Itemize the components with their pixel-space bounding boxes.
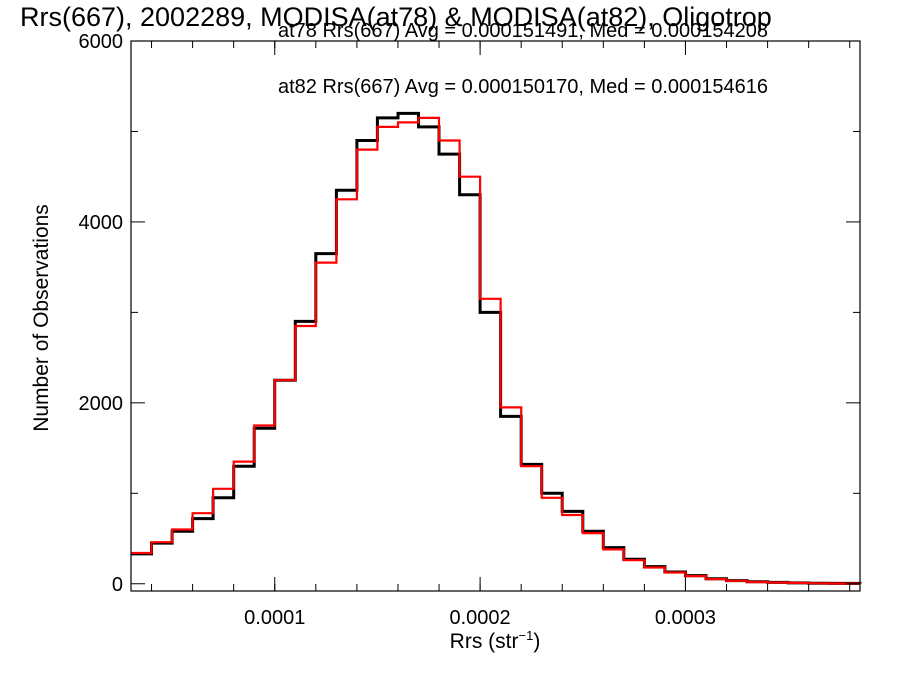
x-tick-label: 0.0001 — [244, 607, 305, 629]
plot-area — [131, 111, 862, 585]
chart-title: Rrs(667), 2002289, MODISA(at78) & MODISA… — [20, 2, 772, 32]
y-tick-label: 6000 — [79, 31, 124, 53]
legend-entry-at78: at78 Rrs(667) Avg = 0.000151491, Med = 0… — [278, 20, 768, 43]
y-tick-label: 0 — [112, 574, 123, 596]
legend-entry-at82: at82 Rrs(667) Avg = 0.000150170, Med = 0… — [278, 76, 768, 99]
x-axis-label: Rrs (str−1) — [450, 628, 541, 653]
x-tick-label: 0.0002 — [450, 607, 511, 629]
plot-frame — [130, 40, 861, 592]
y-axis-label: Number of Observations — [30, 204, 53, 432]
y-tick-label: 2000 — [79, 393, 124, 415]
axes: 0.0001 0.0002 0.0003 0 2000 4000 6000 — [79, 31, 861, 629]
legend-label-at82: at82 Rrs(667) Avg = 0.000150170, Med = 0… — [278, 76, 769, 98]
series-line-at78 — [131, 111, 862, 585]
y-tick-label: 4000 — [79, 212, 124, 234]
series-line-at82 — [131, 116, 862, 585]
legend-label-at78: at78 Rrs(667) Avg = 0.000151491, Med = 0… — [278, 20, 769, 42]
x-tick-label: 0.0003 — [655, 607, 716, 629]
